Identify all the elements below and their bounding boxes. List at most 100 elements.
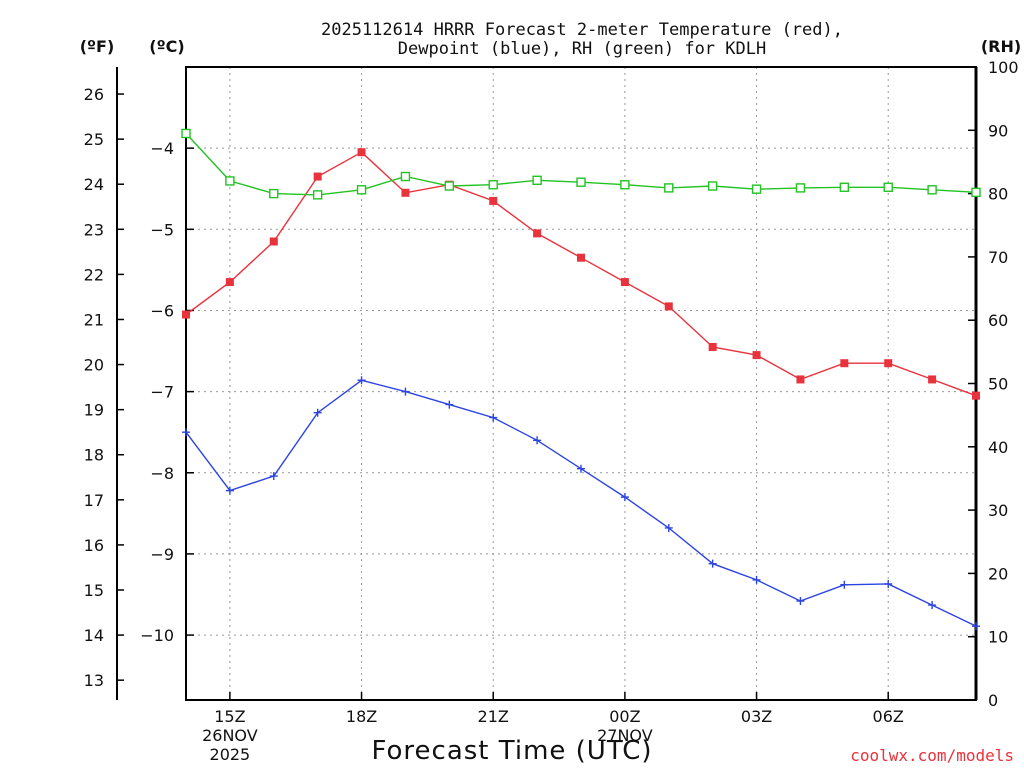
dewpoint-point [357, 376, 366, 385]
rh-point [795, 183, 806, 193]
dewpoint-point [884, 579, 893, 588]
rh-series [181, 128, 981, 200]
dewpoint-point [313, 408, 322, 417]
dewpoint-line [185, 379, 977, 627]
rh-tick-label: 100 [988, 58, 1019, 77]
temperature-point [796, 375, 805, 384]
celsius-tick-label: −8 [150, 464, 174, 483]
temperature-line [185, 151, 977, 397]
rh-point [971, 187, 981, 198]
x-tick-label: 15Z [214, 707, 245, 726]
rh-point [532, 175, 542, 186]
rh-point [620, 180, 630, 190]
celsius-unit-label: (ºC) [149, 37, 184, 56]
fahrenheit-tick-label: 18 [84, 446, 104, 465]
dewpoint-point [928, 601, 937, 610]
rh-tick-label: 40 [988, 438, 1008, 457]
rh-point [883, 182, 893, 192]
grid-lines [186, 67, 976, 700]
rh-point [181, 128, 191, 139]
rh-point [488, 180, 498, 190]
fahrenheit-unit-label: (ºF) [80, 37, 115, 56]
dewpoint-point [489, 413, 498, 422]
x-axis-title: Forecast Time (UTC) [371, 736, 652, 766]
fahrenheit-tick-label: 24 [84, 175, 104, 194]
dewpoint-point [401, 387, 410, 396]
x-tick-date-label: 26NOV [202, 726, 258, 745]
fahrenheit-tick-label: 25 [84, 130, 104, 149]
rh-unit-label: (RH) [981, 37, 1021, 56]
temperature-point [489, 196, 498, 205]
temperature-point [708, 342, 717, 351]
rh-tick-label: 90 [988, 121, 1008, 140]
fahrenheit-tick-label: 15 [84, 581, 104, 600]
temperature-point [664, 302, 673, 311]
rh-point [356, 185, 367, 195]
celsius-tick-label: −9 [150, 545, 174, 564]
x-tick-label: 06Z [873, 707, 904, 726]
dewpoint-point [269, 472, 278, 481]
series-layer [181, 128, 981, 631]
x-tick-label: 03Z [741, 707, 772, 726]
dewpoint-series [182, 376, 980, 631]
x-tick-year-label: 2025 [210, 745, 251, 764]
dewpoint-point [445, 400, 454, 409]
celsius-tick-label: −5 [150, 220, 174, 239]
rh-tick-label: 70 [988, 248, 1008, 267]
fahrenheit-tick-label: 20 [84, 356, 104, 375]
rh-tick-label: 30 [988, 501, 1008, 520]
celsius-tick-label: −6 [150, 301, 174, 320]
rh-tick-label: 10 [988, 628, 1008, 647]
temperature-point [884, 359, 893, 368]
temperature-point [225, 278, 234, 287]
rh-tick-label: 50 [988, 375, 1008, 394]
temperature-point [972, 391, 980, 400]
temperature-point [401, 188, 410, 197]
chart-title-line2: Dewpoint (blue), RH (green) for KDLH [398, 39, 766, 59]
temperature-point [577, 253, 585, 262]
temperature-point [313, 172, 322, 181]
rh-point [400, 171, 411, 182]
rh-point [839, 182, 850, 192]
temperature-point [620, 278, 629, 287]
dewpoint-point [533, 436, 542, 445]
fahrenheit-tick-label: 16 [84, 536, 104, 555]
celsius-tick-label: −10 [140, 626, 174, 645]
rh-point [269, 188, 279, 199]
dewpoint-point [225, 486, 234, 495]
dewpoint-point [796, 596, 805, 605]
celsius-tick-label: −7 [150, 383, 174, 402]
temperature-point [182, 310, 190, 319]
rh-tick-label: 60 [988, 311, 1008, 330]
rh-point [927, 185, 937, 195]
rh-tick-label: 80 [988, 185, 1008, 204]
dewpoint-point [972, 622, 980, 631]
dewpoint-point [577, 464, 585, 473]
fahrenheit-tick-label: 22 [84, 265, 104, 284]
fahrenheit-tick-label: 21 [84, 310, 104, 329]
plot-frame [185, 66, 977, 701]
rh-tick-label: 20 [988, 564, 1008, 583]
rh-point [751, 184, 762, 194]
dewpoint-point [840, 580, 849, 589]
dewpoint-point [620, 493, 629, 502]
fahrenheit-tick-label: 26 [84, 85, 104, 104]
dewpoint-point [182, 428, 190, 437]
dewpoint-point [708, 559, 717, 568]
rh-point [312, 190, 323, 200]
axes: 13 14 15 16 17 18 19 20 21 22 23 24 25 26 −4 −5 −6 −7 −8 −9… [84, 58, 1019, 764]
fahrenheit-tick-label: 13 [84, 671, 104, 690]
fahrenheit-tick-label: 19 [84, 401, 104, 420]
temperature-point [533, 229, 542, 238]
dewpoint-point [664, 523, 673, 532]
x-tick-label: 00Z [609, 707, 640, 726]
celsius-tick-label: −4 [150, 139, 174, 158]
rh-tick-label: 0 [988, 691, 998, 710]
temperature-point [752, 351, 761, 360]
rh-point [707, 181, 718, 191]
dewpoint-point [752, 575, 761, 584]
fahrenheit-tick-label: 14 [84, 626, 104, 645]
x-tick-date-label: 27NOV [597, 726, 653, 745]
rh-point [225, 176, 235, 186]
